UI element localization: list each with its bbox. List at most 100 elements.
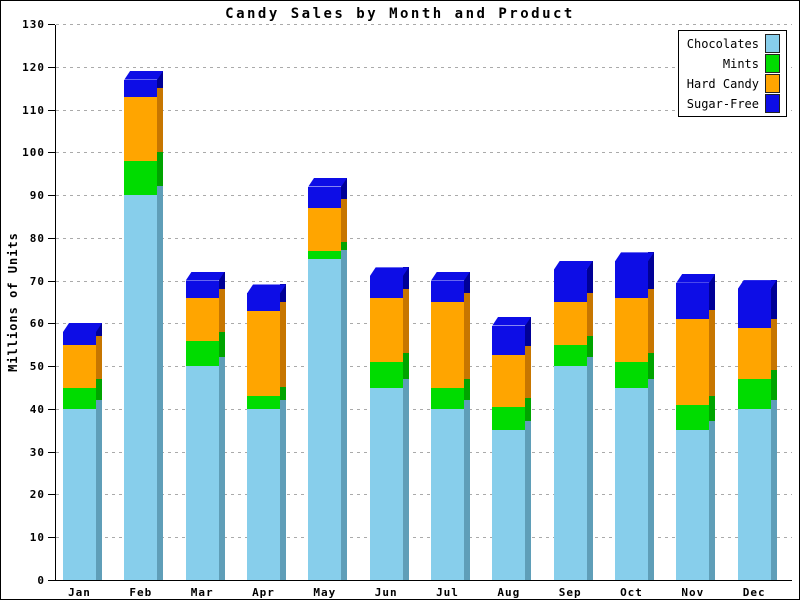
bar-segment-mints bbox=[308, 250, 342, 260]
legend-label: Mints bbox=[722, 56, 759, 71]
y-tick-label: 60 bbox=[29, 317, 45, 331]
bar-segment-side bbox=[402, 288, 409, 353]
bar-segment-sugar-free bbox=[553, 269, 587, 302]
bar-segment-sugar-free bbox=[247, 293, 280, 311]
bar-segment-side bbox=[464, 271, 470, 293]
legend-row: Mints bbox=[687, 54, 780, 73]
bar-segment-side bbox=[525, 397, 532, 422]
bar-segment-side bbox=[709, 310, 716, 396]
y-tick-label: 90 bbox=[29, 189, 45, 203]
gridline bbox=[56, 494, 792, 496]
bar-segment-chocolates bbox=[369, 387, 403, 580]
month-label: Dec bbox=[742, 586, 766, 599]
y-tick-label: 10 bbox=[29, 531, 45, 545]
bar-segment-side bbox=[464, 293, 470, 379]
y-tick-mark bbox=[48, 66, 55, 68]
bar-segment-side bbox=[586, 293, 593, 336]
bar-group-jul: Jul bbox=[431, 24, 470, 599]
month-label: May bbox=[313, 586, 337, 599]
bar-segment-hard-candy bbox=[615, 297, 648, 362]
y-tick-label: 100 bbox=[22, 146, 45, 160]
legend-swatch-sugar-free bbox=[765, 94, 780, 113]
y-tick-label: 130 bbox=[22, 18, 45, 31]
bar-segment-hard-candy bbox=[63, 344, 96, 388]
bar-segment-mints bbox=[615, 361, 648, 388]
bar-segment-sugar-free bbox=[124, 79, 158, 97]
bar-segment-side bbox=[96, 335, 102, 379]
bar-segment-side bbox=[464, 399, 470, 580]
gridline bbox=[56, 537, 792, 539]
bar-segment-chocolates bbox=[63, 408, 96, 580]
gridline bbox=[56, 451, 792, 453]
bar-top-face bbox=[676, 273, 716, 283]
bar-group-nov: Nov bbox=[676, 24, 716, 599]
bar-segment-side bbox=[648, 252, 654, 289]
bar-segment-hard-candy bbox=[247, 310, 280, 397]
bar-segment-side bbox=[525, 346, 532, 398]
bar-segment-chocolates bbox=[553, 366, 587, 580]
bar-segment-hard-candy bbox=[492, 355, 526, 407]
bar-segment-side bbox=[525, 316, 532, 347]
month-label: Sep bbox=[558, 586, 582, 599]
bar-group-apr: Apr bbox=[247, 24, 286, 599]
y-tick-mark bbox=[48, 451, 55, 453]
bar-segment-side bbox=[402, 378, 409, 580]
month-label: Feb bbox=[129, 586, 153, 599]
gridline bbox=[56, 280, 792, 282]
plot-area: 0 10 20 30 40 50 60 70 80 90 100 110 120 130 Jan Feb Mar… bbox=[22, 19, 792, 599]
month-label: Apr bbox=[252, 586, 275, 599]
bar-segment-side bbox=[96, 378, 102, 400]
y-axis-line bbox=[55, 25, 56, 581]
bar-segment-mints bbox=[553, 344, 587, 367]
bar-segment-side bbox=[770, 280, 777, 319]
bar-segment-side bbox=[464, 378, 470, 400]
y-tick-mark bbox=[48, 323, 55, 325]
y-tick-mark bbox=[48, 109, 55, 111]
y-tick-mark bbox=[48, 152, 55, 154]
gridline bbox=[56, 24, 792, 25]
bar-group-dec: Dec bbox=[737, 24, 777, 599]
bar-segment-mints bbox=[124, 160, 158, 196]
bar-segment-mints bbox=[431, 387, 464, 409]
bar-segment-sugar-free bbox=[63, 331, 96, 345]
y-tick-label: 80 bbox=[29, 231, 45, 245]
bar-segment-side bbox=[218, 357, 225, 580]
bar-segment-chocolates bbox=[737, 408, 771, 580]
y-tick-label: 40 bbox=[29, 402, 45, 416]
bar-segment-chocolates bbox=[431, 408, 464, 580]
bar-group-aug: Aug bbox=[492, 24, 532, 599]
y-tick-mark bbox=[48, 24, 55, 25]
bar-segment-sugar-free bbox=[676, 282, 710, 320]
bar-segment-chocolates bbox=[615, 387, 648, 580]
bar-top-face bbox=[615, 252, 654, 262]
bar-segment-hard-candy bbox=[369, 297, 403, 362]
bar-segment-side bbox=[218, 288, 225, 332]
bar-segment-side bbox=[770, 318, 777, 370]
gridline bbox=[56, 109, 792, 111]
bar-segment-side bbox=[648, 288, 654, 353]
bar-segment-side bbox=[280, 301, 286, 388]
bar-segment-sugar-free bbox=[185, 280, 219, 298]
gridline bbox=[56, 408, 792, 410]
month-label: Jan bbox=[68, 586, 91, 599]
bar-segment-mints bbox=[369, 361, 403, 388]
y-tick-label: 20 bbox=[29, 488, 45, 502]
y-tick-mark bbox=[48, 280, 55, 282]
bar-segment-hard-candy bbox=[124, 96, 158, 161]
gridline bbox=[56, 195, 792, 197]
bar-segment-side bbox=[709, 273, 716, 311]
y-tick-label: 50 bbox=[29, 360, 45, 374]
y-axis-title: Millions of Units bbox=[6, 232, 20, 372]
bar-segment-side bbox=[341, 241, 348, 251]
bar-segment-hard-candy bbox=[308, 207, 342, 251]
bar-segment-side bbox=[96, 322, 102, 336]
bar-segment-side bbox=[157, 186, 164, 580]
y-tick-label: 30 bbox=[29, 445, 45, 459]
bar-top-face bbox=[369, 267, 409, 277]
bar-top-face bbox=[308, 177, 348, 187]
bar-segment-sugar-free bbox=[492, 325, 526, 356]
bar-group-jan: Jan bbox=[63, 24, 102, 599]
month-label: Mar bbox=[190, 586, 214, 599]
bar-top-face bbox=[737, 280, 777, 290]
